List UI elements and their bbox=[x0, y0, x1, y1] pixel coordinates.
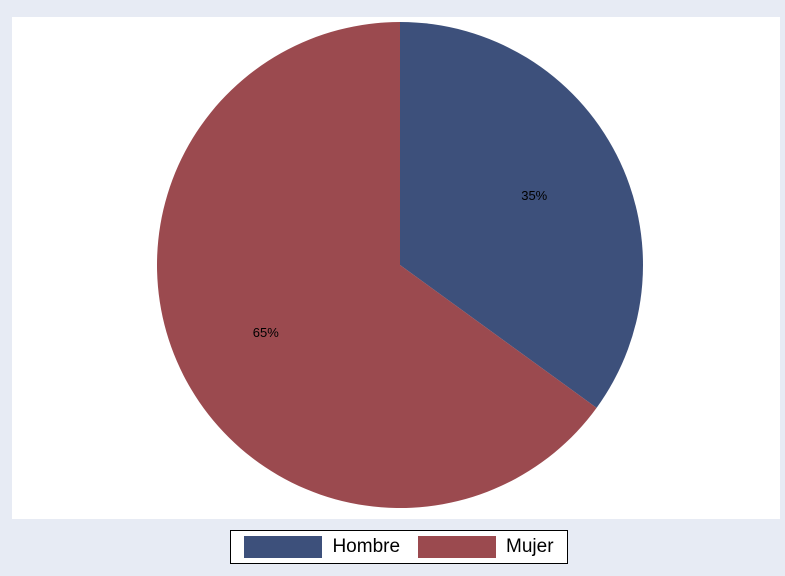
pie-slice-labels: 35% 65% bbox=[253, 188, 548, 340]
pie-label-hombre: 35% bbox=[521, 188, 547, 203]
legend-label-hombre: Hombre bbox=[332, 536, 401, 557]
pie-label-mujer: 65% bbox=[253, 325, 279, 340]
pie-slice-hombre bbox=[400, 22, 643, 408]
legend-swatch-hombre bbox=[244, 536, 323, 558]
pie-chart: 35% 65% bbox=[156, 22, 643, 509]
pie-slices bbox=[156, 22, 643, 509]
legend: Hombre Mujer bbox=[230, 530, 568, 564]
legend-item-hombre: Hombre bbox=[244, 536, 400, 558]
legend-item-mujer: Mujer bbox=[418, 536, 554, 558]
pie-slice-mujer bbox=[156, 22, 597, 509]
legend-label-mujer: Mujer bbox=[506, 536, 554, 557]
legend-swatch-mujer bbox=[418, 536, 497, 558]
